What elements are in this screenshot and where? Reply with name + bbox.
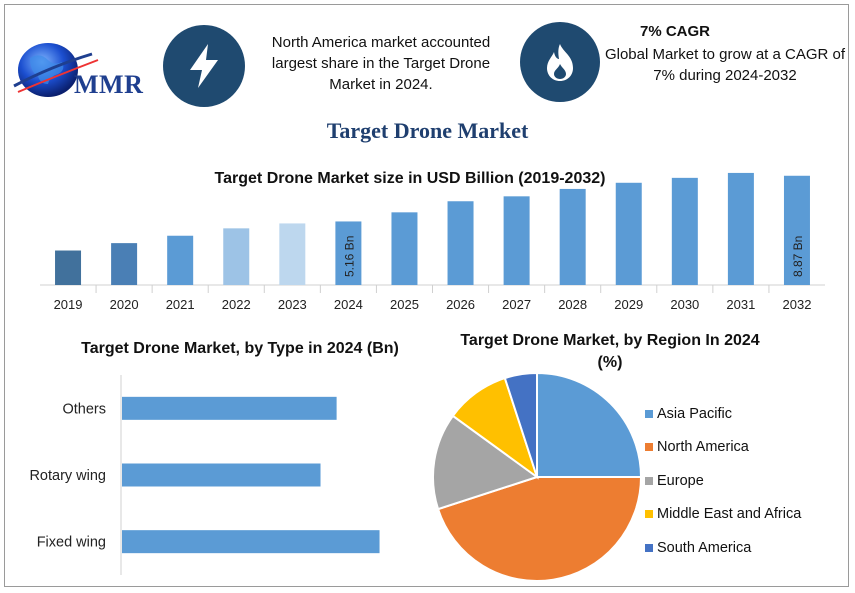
bar-2031	[727, 172, 754, 285]
bar-chart-tick-label: 2019	[54, 297, 83, 312]
legend-swatch	[645, 443, 653, 452]
type-bar-chart: Others Rotary wing Fixed wing	[29, 375, 380, 575]
market-size-bar-chart: 2019 2020 2021 2022 2023 2024 5.16 Bn 2025 2026 2…	[40, 172, 825, 312]
bar-chart-tick-label: 2022	[222, 297, 251, 312]
bar-chart-tick-label: 2028	[558, 297, 587, 312]
main-title: Target Drone Market	[326, 118, 529, 143]
legend-item: North America	[645, 431, 801, 465]
bar-chart-tick-label: 2027	[502, 297, 531, 312]
legend-swatch	[645, 543, 653, 552]
bar-2020	[111, 243, 138, 285]
infographic-frame	[4, 4, 849, 587]
type-chart-tick-label: Fixed wing	[37, 535, 106, 551]
pie-slice-north-america	[436, 476, 643, 582]
legend-label: North America	[657, 439, 749, 456]
flame-icon	[547, 44, 573, 81]
bar-chart-tick-label: 2024	[334, 297, 363, 312]
bar-chart-tick-label: 2029	[614, 297, 643, 312]
legend-swatch	[645, 510, 653, 519]
bar-2030	[671, 177, 698, 285]
legend-item: South America	[645, 531, 801, 565]
bar-2025	[391, 212, 418, 285]
legend-item: Europe	[645, 464, 801, 498]
legend-label: Europe	[657, 472, 704, 489]
lightning-bolt-icon-circle	[163, 25, 245, 107]
flame-icon-circle	[520, 22, 600, 102]
mmr-logo	[13, 43, 99, 97]
bar-2026	[447, 201, 474, 285]
bar-chart-tick-label: 2020	[110, 297, 139, 312]
legend-swatch	[645, 409, 653, 418]
region-legend: Asia Pacific North America Europe Middle Ea…	[645, 397, 801, 565]
region-pie-chart	[432, 371, 643, 582]
market-size-chart-title: Target Drone Market size in USD Billion …	[214, 170, 606, 187]
bar-chart-tick-label: 2023	[278, 297, 307, 312]
bar-data-label-2024: 5.16 Bn	[342, 236, 356, 277]
bar-chart-tick-label: 2025	[390, 297, 419, 312]
bar-2023	[279, 223, 306, 285]
info-global-market-text: Global Market to grow at a CAGR of 7% du…	[604, 46, 846, 84]
logo-text: MMR	[74, 70, 144, 99]
bar-2032	[783, 175, 810, 285]
cagr-title: 7% CAGR	[640, 23, 711, 40]
bar-chart-tick-label: 2032	[783, 297, 812, 312]
legend-label: South America	[657, 539, 752, 556]
type-chart-tick-label: Others	[62, 401, 106, 417]
legend-label: Middle East and Africa	[657, 506, 802, 523]
bar-chart-tick-label: 2030	[670, 297, 699, 312]
region-chart-title: Target Drone Market, by Region In 2024 (…	[460, 332, 760, 371]
legend-label: Asia Pacific	[657, 405, 732, 422]
bar-data-label-2032: 8.87 Bn	[791, 236, 805, 277]
bar-chart-tick-label: 2021	[166, 297, 195, 312]
bar-2027	[503, 196, 530, 285]
type-bar-others	[122, 396, 337, 420]
lightning-bolt-icon	[190, 44, 218, 88]
bar-2019	[55, 250, 82, 285]
legend-item: Middle East and Africa	[645, 498, 801, 532]
type-bar-fixed-wing	[122, 530, 380, 554]
legend-swatch	[645, 476, 653, 485]
legend-item: Asia Pacific	[645, 397, 801, 431]
bar-2029	[615, 182, 642, 285]
type-chart-title: Target Drone Market, by Type in 2024 (Bn…	[81, 340, 399, 357]
pie-slice-asia-pacific	[536, 371, 643, 478]
pie-slice-europe	[432, 414, 540, 511]
type-bar-rotary-wing	[122, 463, 321, 487]
bar-chart-tick-label: 2031	[726, 297, 755, 312]
bar-chart-tick-label: 2026	[446, 297, 475, 312]
info-north-america-text: North America market accounted largest s…	[271, 34, 491, 93]
pie-slice-south-america	[503, 371, 538, 478]
bar-2022	[223, 228, 250, 285]
bar-2024	[335, 221, 362, 285]
type-chart-tick-label: Rotary wing	[29, 468, 106, 484]
bar-2028	[559, 188, 586, 285]
bar-2021	[167, 235, 194, 285]
